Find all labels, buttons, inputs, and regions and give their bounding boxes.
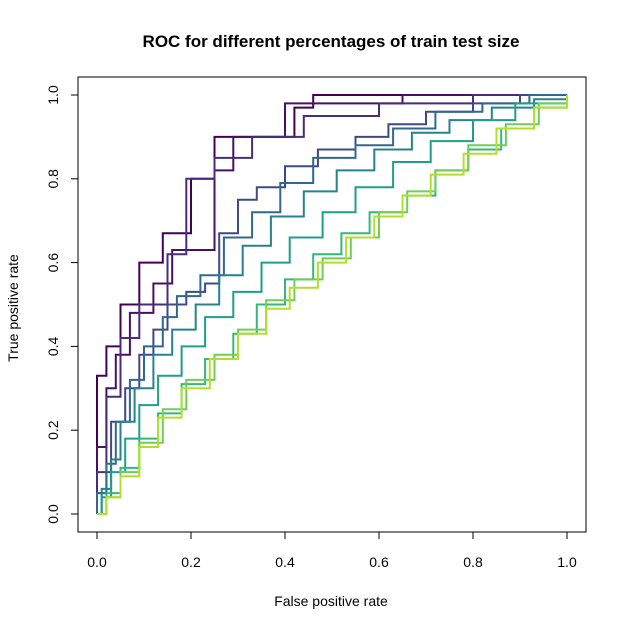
- roc-series-3: [96, 94, 567, 514]
- y-tick-label-0: 0.0: [45, 504, 61, 524]
- x-tick-label-5: 1.0: [557, 554, 577, 570]
- roc-series-1: [96, 94, 567, 514]
- y-tick-label-1: 0.2: [45, 420, 61, 440]
- chart-title: ROC for different percentages of train t…: [143, 32, 520, 51]
- y-tick-label-5: 1.0: [45, 85, 61, 105]
- x-tick-label-2: 0.4: [275, 554, 295, 570]
- series-layer: [96, 94, 568, 515]
- x-tick-label-0: 0.0: [87, 554, 107, 570]
- y-axis-label: True positive rate: [5, 254, 21, 362]
- x-axis: 0.0 0.2 0.4 0.6 0.8 1.0: [87, 531, 577, 570]
- roc-series-7: [97, 95, 568, 515]
- y-tick-label-4: 0.8: [45, 169, 61, 189]
- roc-series-6: [97, 95, 568, 515]
- roc-series-4: [96, 94, 567, 514]
- x-axis-label: False positive rate: [274, 593, 388, 609]
- x-tick-label-4: 0.8: [463, 554, 483, 570]
- x-tick-label-1: 0.2: [181, 554, 201, 570]
- roc-series-10: [97, 95, 568, 515]
- y-axis: 0.0 0.2 0.4 0.6 0.8 1.0: [45, 85, 79, 524]
- y-tick-label-3: 0.6: [45, 253, 61, 273]
- roc-series-9: [97, 95, 568, 515]
- y-tick-label-2: 0.4: [45, 336, 61, 356]
- x-tick-label-3: 0.6: [369, 554, 389, 570]
- roc-series-2: [96, 94, 567, 514]
